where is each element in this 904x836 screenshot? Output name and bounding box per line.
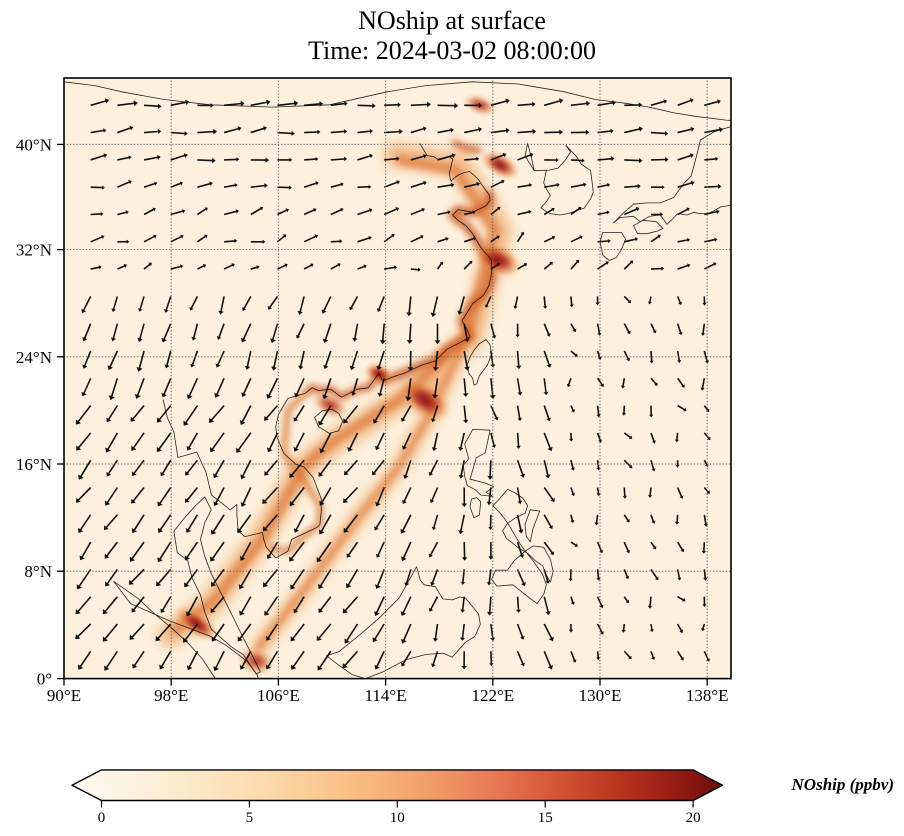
svg-text:NOship (ppbv): NOship (ppbv) (791, 775, 894, 794)
svg-text:40°N: 40°N (16, 135, 52, 154)
svg-text:0: 0 (98, 810, 106, 826)
svg-text:32°N: 32°N (16, 241, 52, 260)
svg-text:114°E: 114°E (365, 686, 407, 705)
svg-text:130°E: 130°E (579, 686, 622, 705)
svg-text:15: 15 (538, 810, 553, 826)
svg-text:90°E: 90°E (47, 686, 81, 705)
svg-text:24°N: 24°N (16, 348, 52, 367)
svg-text:20: 20 (686, 810, 701, 826)
svg-text:106°E: 106°E (257, 686, 300, 705)
svg-text:0°: 0° (37, 670, 52, 689)
svg-text:138°E: 138°E (686, 686, 729, 705)
svg-text:8°N: 8°N (24, 562, 52, 581)
svg-text:122°E: 122°E (471, 686, 514, 705)
svg-text:98°E: 98°E (154, 686, 188, 705)
svg-text:10: 10 (390, 810, 405, 826)
svg-text:5: 5 (246, 810, 254, 826)
svg-text:16°N: 16°N (16, 455, 52, 474)
